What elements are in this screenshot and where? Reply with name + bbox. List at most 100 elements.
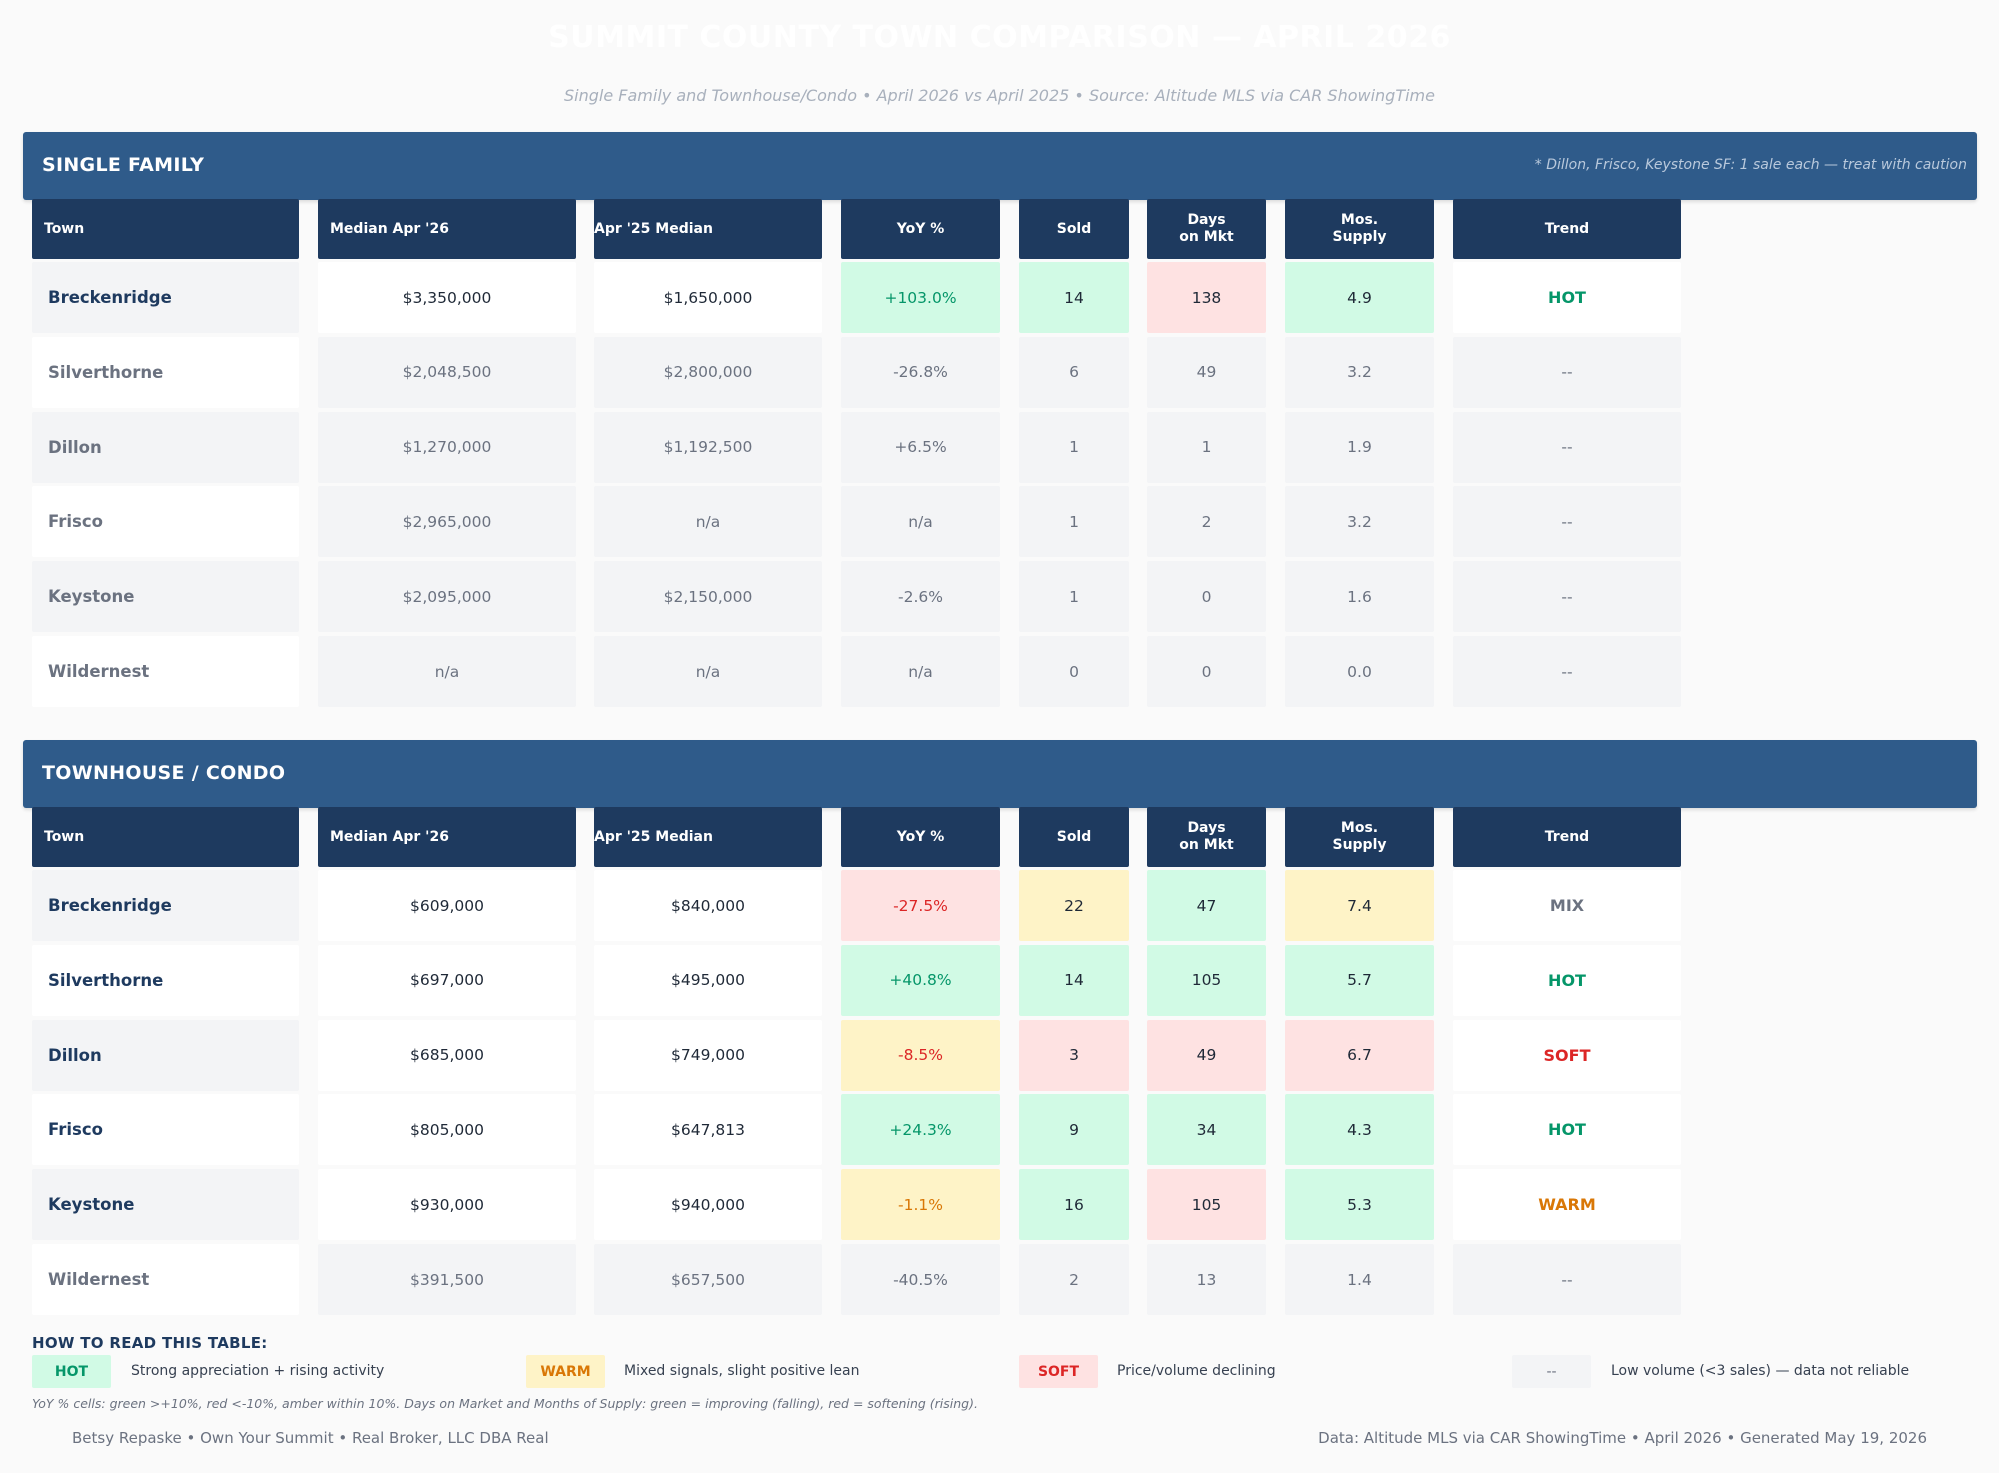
cell-sold: 0 [1019, 636, 1129, 707]
footer-credits: Betsy Repaske • Own Your Summit • Real B… [72, 1429, 549, 1447]
legend-note: YoY % cells: green >+10%, red <-10%, amb… [32, 1396, 978, 1411]
cell-sold: 14 [1019, 944, 1129, 1016]
cell-days-on-market: 105 [1147, 1169, 1266, 1241]
column-header-median: Median Apr '26 [318, 807, 576, 867]
legend-text-warm: Mixed signals, slight positive lean [624, 1363, 860, 1379]
cell-months-supply: 1.6 [1285, 561, 1434, 633]
cell-months-supply: 4.3 [1285, 1094, 1434, 1166]
cell-months-supply: 4.9 [1285, 262, 1434, 333]
cell-months-supply: 0.0 [1285, 636, 1434, 707]
row-town-name: Frisco [32, 486, 299, 558]
cell-sold: 1 [1019, 561, 1129, 633]
cell-trend: HOT [1453, 944, 1681, 1016]
column-header-trend: Trend [1453, 807, 1681, 867]
row-town-name: Frisco [32, 1094, 299, 1166]
legend-title: HOW TO READ THIS TABLE: [32, 1334, 268, 1352]
cell-trend: -- [1453, 336, 1681, 408]
cell-yoy: -26.8% [841, 336, 1000, 408]
cell-trend: WARM [1453, 1169, 1681, 1241]
cell-prior-median: $647,813 [594, 1094, 822, 1166]
row-town-name: Silverthorne [32, 944, 299, 1016]
cell-sold: 14 [1019, 262, 1129, 333]
cell-sold: 3 [1019, 1019, 1129, 1091]
cell-yoy: -2.6% [841, 561, 1000, 633]
cell-days-on-market: 105 [1147, 944, 1266, 1016]
cell-trend: -- [1453, 411, 1681, 483]
column-header-prior-median: Apr '25 Median [594, 199, 822, 259]
cell-days-on-market: 138 [1147, 262, 1266, 333]
cell-days-on-market: 0 [1147, 561, 1266, 633]
page-subtitle: Single Family and Townhouse/Condo • Apri… [564, 86, 1435, 105]
cell-prior-median: $2,150,000 [594, 561, 822, 633]
townhouse-condo-banner: TOWNHOUSE / CONDO [23, 740, 1977, 808]
cell-median: $609,000 [318, 870, 576, 941]
row-town-name: Keystone [32, 561, 299, 633]
column-header-yoy: YoY % [841, 199, 1000, 259]
column-header-months-supply: Mos. Supply [1285, 807, 1434, 867]
cell-sold: 16 [1019, 1169, 1129, 1241]
cell-trend: HOT [1453, 262, 1681, 333]
cell-yoy: n/a [841, 486, 1000, 558]
section-title: TOWNHOUSE / CONDO [42, 762, 286, 784]
footer-source: Data: Altitude MLS via CAR ShowingTime •… [1318, 1429, 1927, 1447]
row-town-name: Breckenridge [32, 262, 299, 333]
cell-sold: 2 [1019, 1244, 1129, 1315]
cell-prior-median: $749,000 [594, 1019, 822, 1091]
cell-days-on-market: 1 [1147, 411, 1266, 483]
cell-days-on-market: 0 [1147, 636, 1266, 707]
cell-median: n/a [318, 636, 576, 707]
cell-months-supply: 7.4 [1285, 870, 1434, 941]
cell-median: $2,095,000 [318, 561, 576, 633]
cell-yoy: n/a [841, 636, 1000, 707]
column-header-town: Town [32, 807, 299, 867]
cell-yoy: +40.8% [841, 944, 1000, 1016]
cell-yoy: -1.1% [841, 1169, 1000, 1241]
cell-prior-median: $840,000 [594, 870, 822, 941]
cell-yoy: -40.5% [841, 1244, 1000, 1315]
legend-chip-warm: WARM [526, 1355, 605, 1388]
row-town-name: Breckenridge [32, 870, 299, 941]
cell-prior-median: $940,000 [594, 1169, 822, 1241]
cell-yoy: +24.3% [841, 1094, 1000, 1166]
cell-yoy: -27.5% [841, 870, 1000, 941]
cell-median: $3,350,000 [318, 262, 576, 333]
column-header-days-on-market: Days on Mkt [1147, 199, 1266, 259]
column-header-months-supply: Mos. Supply [1285, 199, 1434, 259]
cell-trend: MIX [1453, 870, 1681, 941]
cell-median: $930,000 [318, 1169, 576, 1241]
cell-months-supply: 5.3 [1285, 1169, 1434, 1241]
cell-median: $391,500 [318, 1244, 576, 1315]
column-header-sold: Sold [1019, 807, 1129, 867]
row-town-name: Silverthorne [32, 336, 299, 408]
cell-days-on-market: 2 [1147, 486, 1266, 558]
row-town-name: Dillon [32, 411, 299, 483]
cell-prior-median: n/a [594, 636, 822, 707]
column-header-sold: Sold [1019, 199, 1129, 259]
cell-sold: 6 [1019, 336, 1129, 408]
cell-median: $2,048,500 [318, 336, 576, 408]
cell-median: $805,000 [318, 1094, 576, 1166]
cell-median: $1,270,000 [318, 411, 576, 483]
cell-sold: 1 [1019, 411, 1129, 483]
cell-trend: -- [1453, 561, 1681, 633]
cell-median: $685,000 [318, 1019, 576, 1091]
legend-chip-soft: SOFT [1019, 1355, 1098, 1388]
cell-prior-median: $2,800,000 [594, 336, 822, 408]
cell-trend: -- [1453, 636, 1681, 707]
column-header-prior-median: Apr '25 Median [594, 807, 822, 867]
cell-sold: 9 [1019, 1094, 1129, 1166]
cell-median: $697,000 [318, 944, 576, 1016]
cell-months-supply: 6.7 [1285, 1019, 1434, 1091]
page-title: SUMMIT COUNTY TOWN COMPARISON — APRIL 20… [548, 20, 1451, 55]
column-header-days-on-market: Days on Mkt [1147, 807, 1266, 867]
column-header-yoy: YoY % [841, 807, 1000, 867]
legend-chip-hot: HOT [32, 1355, 111, 1388]
cell-trend: -- [1453, 486, 1681, 558]
column-header-median: Median Apr '26 [318, 199, 576, 259]
cell-sold: 22 [1019, 870, 1129, 941]
section-note: * Dillon, Frisco, Keystone SF: 1 sale ea… [1534, 157, 1967, 173]
legend-chip-low-volume: -- [1512, 1355, 1591, 1388]
cell-days-on-market: 13 [1147, 1244, 1266, 1315]
cell-days-on-market: 34 [1147, 1094, 1266, 1166]
cell-yoy: -8.5% [841, 1019, 1000, 1091]
